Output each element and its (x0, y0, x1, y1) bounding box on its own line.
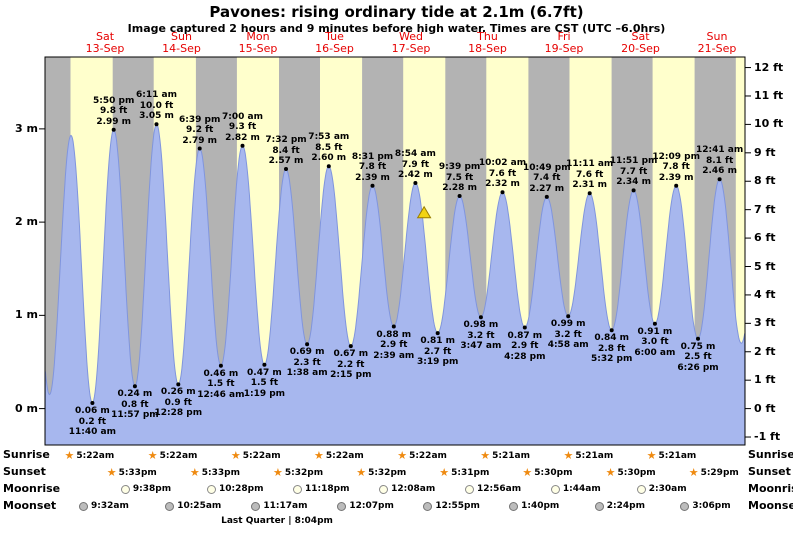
high-tide-point (154, 122, 159, 127)
high-tide-point (326, 164, 331, 169)
low-tide-point (566, 314, 571, 319)
high-tide-point (674, 183, 679, 188)
high-tide-point (284, 167, 288, 171)
low-tide-point (90, 401, 95, 405)
high-tide-point (544, 194, 549, 199)
high-tide-point (111, 127, 116, 132)
low-tide-point (609, 328, 614, 333)
high-tide-point (631, 188, 636, 193)
high-tide-point (240, 143, 245, 148)
high-tide-point (370, 183, 375, 188)
current-tide-marker (416, 205, 432, 219)
high-tide-point (457, 194, 462, 198)
high-tide-point (500, 190, 505, 195)
high-tide-point (197, 146, 202, 151)
page-title: Pavones: rising ordinary tide at 2.1m (6… (209, 3, 584, 21)
low-tide-point (696, 336, 700, 341)
moon-phase-text: Last Quarter | 8:04pm (221, 516, 333, 526)
low-tide-point (176, 382, 181, 387)
low-tide-point (305, 342, 310, 347)
high-tide-point (413, 181, 418, 185)
low-tide-point (435, 331, 440, 336)
high-tide-point (587, 191, 592, 196)
page-subtitle: Image captured 2 hours and 9 minutes bef… (127, 22, 666, 35)
high-tide-point (717, 177, 722, 182)
low-tide-point (522, 325, 527, 330)
low-tide-point (262, 362, 267, 367)
low-tide-point (652, 321, 657, 326)
low-tide-point (478, 315, 483, 320)
low-tide-point (348, 344, 353, 349)
plot-frame (44, 56, 746, 446)
low-tide-point (218, 363, 223, 368)
low-tide-point (132, 384, 137, 389)
daylight-stripe (735, 57, 745, 445)
low-tide-point (391, 324, 396, 329)
